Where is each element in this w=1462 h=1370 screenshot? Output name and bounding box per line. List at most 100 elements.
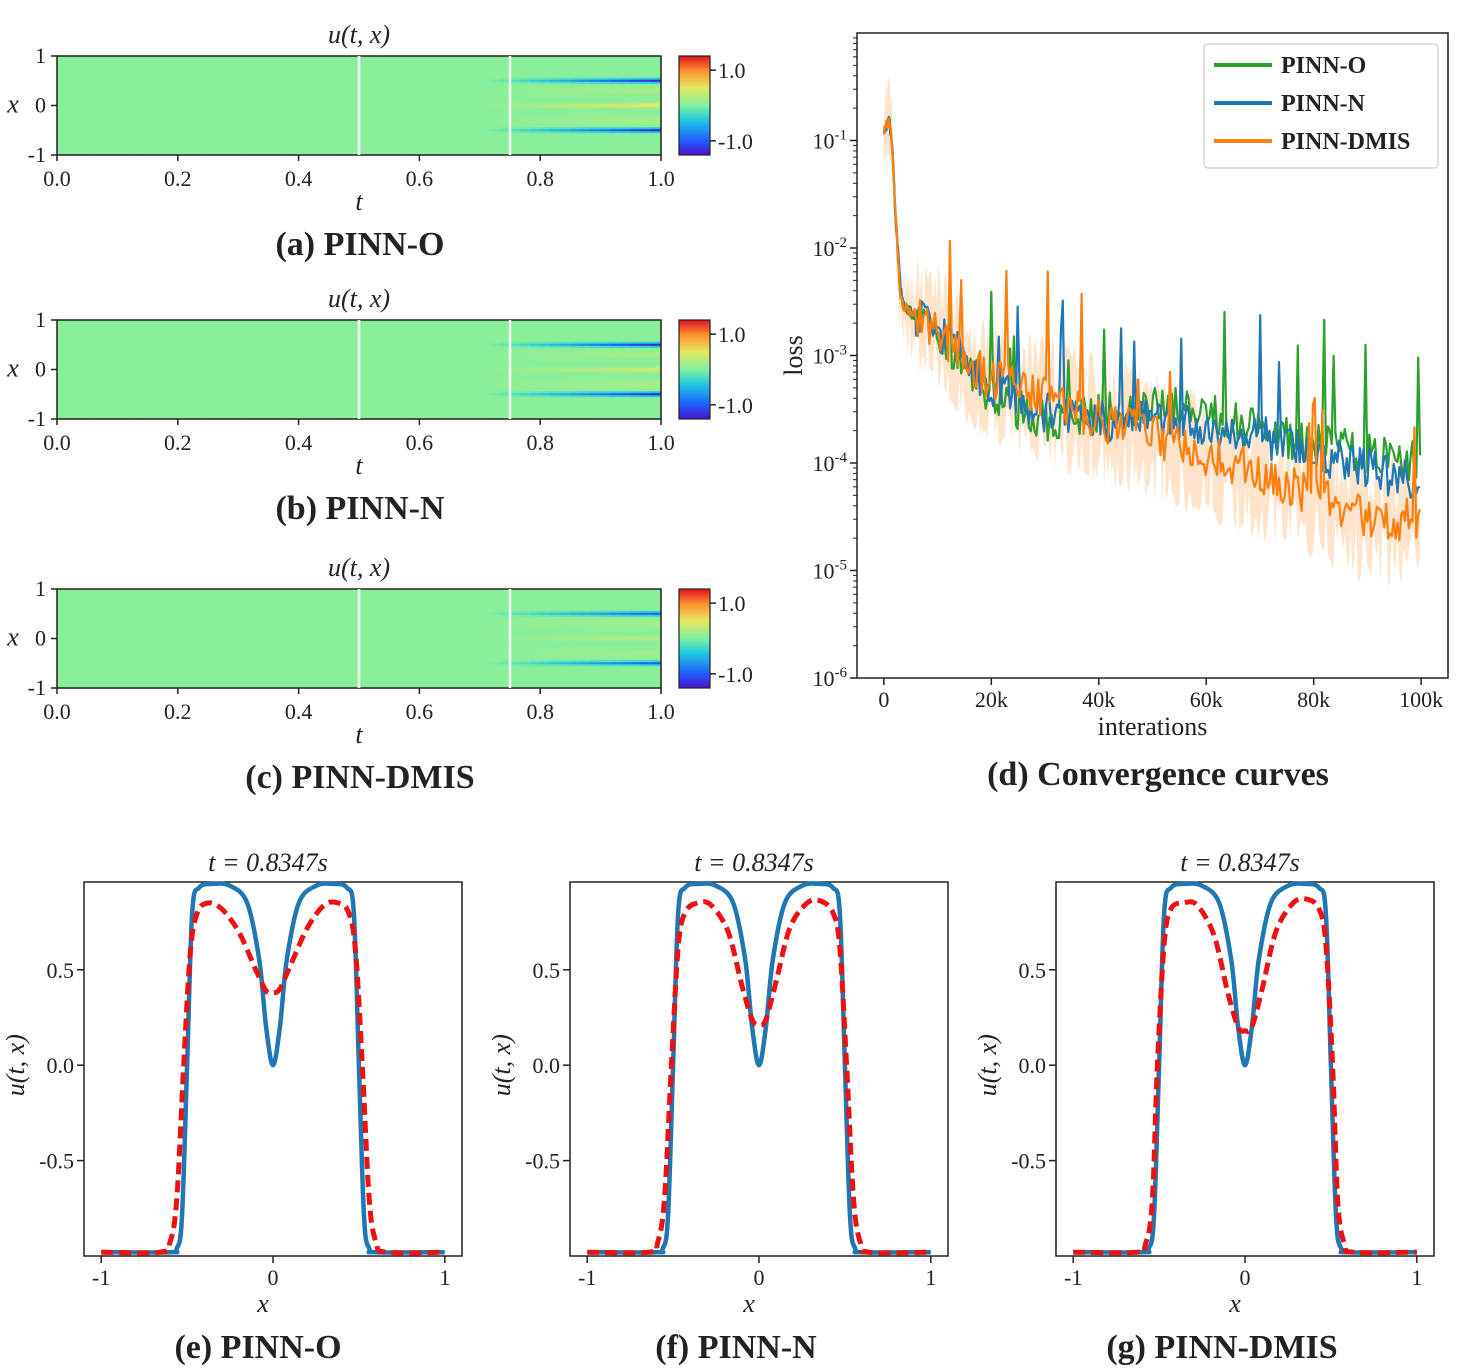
heatmap-cell <box>510 151 521 154</box>
heatmap-cell <box>530 93 541 97</box>
heatmap-cell <box>167 123 179 126</box>
heatmap-cell <box>510 97 521 101</box>
heatmap-cell <box>459 73 471 77</box>
heatmap-cell <box>187 83 199 87</box>
heatmap-cell <box>499 97 511 101</box>
heatmap-cell <box>248 349 259 353</box>
heatmap-cell <box>520 97 531 101</box>
heatmap-cell <box>318 371 330 375</box>
heatmap-cell <box>177 107 189 111</box>
heatmap-cell <box>197 143 209 146</box>
heatmap-cell <box>469 95 481 99</box>
heatmap-cell <box>157 407 169 410</box>
heatmap-cell <box>107 363 118 367</box>
heatmap-cell <box>238 109 249 113</box>
heatmap-cell <box>127 353 139 357</box>
heatmap-cell <box>167 121 179 124</box>
heatmap-cell <box>620 135 632 138</box>
heatmap-cell <box>338 123 350 126</box>
heatmap-cell <box>429 93 441 97</box>
heatmap-cell <box>389 393 400 396</box>
heatmap-cell <box>359 135 370 138</box>
heatmap-cell <box>348 99 360 103</box>
heatmap-cell <box>510 125 521 128</box>
heatmap-cell <box>298 343 310 347</box>
heatmap-cell <box>228 113 239 116</box>
heatmap-cell <box>389 399 400 402</box>
heatmap-cell <box>268 367 280 371</box>
heatmap-cell <box>560 119 571 122</box>
heatmap-cell <box>57 351 68 355</box>
heatmap-cell <box>469 107 481 111</box>
heatmap-cell <box>590 127 602 130</box>
heatmap-cell <box>328 389 340 392</box>
heatmap-cell <box>469 105 481 109</box>
heatmap-cell <box>369 56 380 59</box>
heatmap-cell <box>248 95 259 99</box>
heatmap-cell <box>429 97 441 101</box>
heatmap-cell <box>218 63 229 67</box>
heatmap-cell <box>218 59 229 63</box>
heatmap-cell <box>137 335 149 339</box>
heatmap-cell <box>97 397 108 400</box>
heatmap-cell <box>97 349 108 353</box>
heatmap-cell <box>167 367 179 371</box>
heatmap-cell <box>258 73 269 77</box>
heatmap-cell <box>650 75 662 79</box>
heatmap-cell <box>640 56 652 59</box>
heatmap-cell <box>620 91 632 95</box>
heatmap-cell <box>208 409 219 412</box>
heatmap-cell <box>359 103 370 107</box>
heatmap-cell <box>318 77 330 81</box>
heatmap-cell <box>117 369 129 373</box>
heatmap-cell <box>449 89 461 93</box>
heatmap-cell <box>268 77 280 81</box>
heatmap-cell <box>67 73 78 77</box>
heatmap-cell <box>97 399 108 402</box>
heatmap-cell <box>87 355 98 359</box>
heatmap-cell <box>328 393 340 396</box>
heatmap-cell <box>389 123 400 126</box>
heatmap-cell <box>429 83 441 87</box>
heatmap-cell <box>258 327 269 331</box>
heatmap-cell <box>308 320 320 323</box>
heatmap-cell <box>369 371 380 375</box>
heatmap-cell <box>338 141 350 144</box>
heatmap-cell <box>419 353 431 357</box>
heatmap-cell <box>379 393 390 396</box>
heatmap-cell <box>278 391 290 394</box>
heatmap-cell <box>540 79 551 83</box>
heatmap-cell <box>187 381 199 384</box>
heatmap-cell <box>268 93 280 97</box>
heatmap-cell <box>218 413 229 416</box>
heatmap-cell <box>328 145 340 148</box>
heatmap-cell <box>228 409 239 412</box>
heatmap-cell <box>419 401 431 404</box>
heatmap-cell <box>540 137 551 140</box>
heatmap-cell <box>137 391 149 394</box>
heatmap-cell <box>459 67 471 71</box>
heatmap-cell <box>570 129 582 132</box>
heatmap-cell <box>238 413 249 416</box>
heatmap-cell <box>218 389 229 392</box>
heatmap-cell <box>399 73 410 77</box>
heatmap-cell <box>97 135 108 138</box>
heatmap-title: u(t, x) <box>328 20 390 49</box>
heatmap-cell <box>630 119 642 122</box>
heatmap-cell <box>369 347 380 351</box>
heatmap-cell <box>520 93 531 97</box>
heatmap-cell <box>268 119 280 122</box>
heatmap-cell <box>439 385 451 388</box>
heatmap-cell <box>630 135 642 138</box>
heatmap-cell <box>379 371 390 375</box>
heatmap-cell <box>187 133 199 136</box>
heatmap-cell <box>77 133 88 136</box>
heatmap-cell <box>328 349 340 353</box>
heatmap-cell <box>439 363 451 367</box>
heatmap-cell <box>117 71 129 75</box>
heatmap-cell <box>429 321 441 325</box>
heatmap-cell <box>499 149 511 152</box>
heatmap-cell <box>439 93 451 97</box>
heatmap-cell <box>389 369 400 373</box>
heatmap-cell <box>399 335 410 339</box>
